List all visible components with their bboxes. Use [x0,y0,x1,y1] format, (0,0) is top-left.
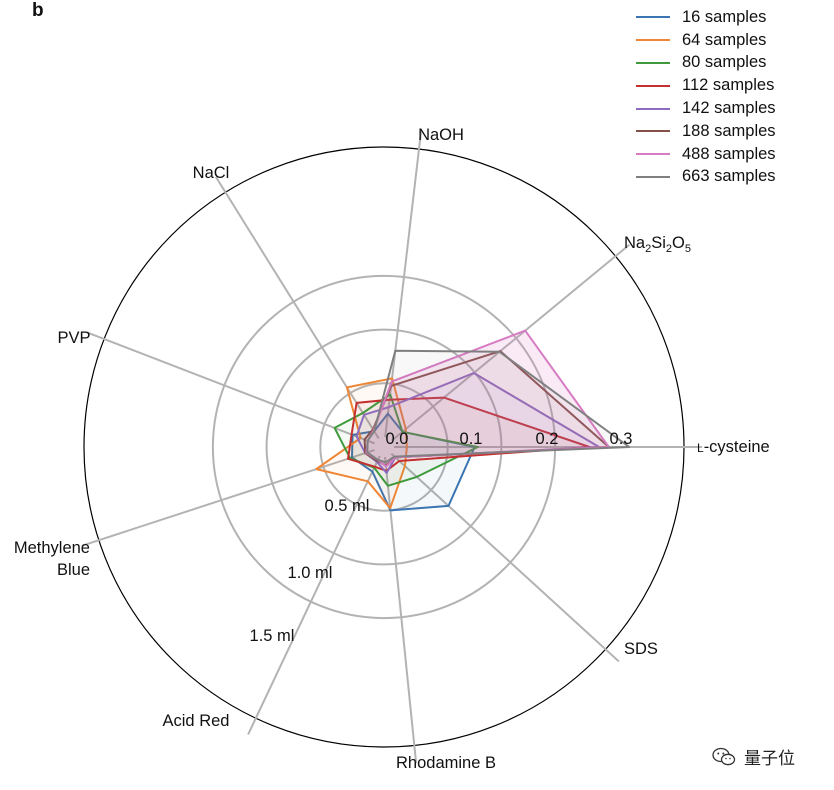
legend-item-2: 80 samples [636,52,776,75]
legend-item-7: 663 samples [636,166,776,189]
scale-tick-3: 0.3 [610,430,633,448]
axis-labels: L-cysteine Na2​Si2​O5​ NaOH NaCl PVP Methylen… [14,126,770,772]
volume-ring-label-2: 1.5 ml [250,627,295,645]
volume-ring-label-1: 1.0 ml [288,564,333,582]
axis-label-7: Rhodamine B [396,754,496,772]
series-polygon-4 [355,372,601,474]
legend-swatch [636,107,670,110]
series-polygon-2 [333,393,479,487]
watermark-text: 量子位 [744,749,795,769]
axis-label-5: Methylene Blue [14,539,90,579]
axis-label-2: NaOH [418,126,464,144]
scale-tick-1: 0.1 [460,430,483,448]
legend-swatch [636,61,670,64]
scale-tick-0: 0.0 [386,430,409,448]
series-polygon-0 [351,412,476,512]
legend-swatch [636,39,670,42]
legend-label: 80 samples [682,53,767,72]
legend-item-4: 142 samples [636,97,776,120]
axis-label-0: L-cysteine [697,438,770,456]
legend-item-3: 112 samples [636,74,776,97]
legend-swatch [636,84,670,87]
legend-item-6: 488 samples [636,143,776,166]
axis-spoke-8 [390,453,620,663]
series-polygon-3 [347,396,591,472]
chart-legend: 16 samples 64 samples 80 samples 112 sample… [636,6,776,188]
axis-label-4: PVP [57,329,90,347]
legend-swatch [636,130,670,133]
axis-spoke-4 [86,331,376,445]
axis-spoke-1 [391,243,631,442]
legend-swatch [636,175,670,178]
legend-label: 663 samples [682,167,776,186]
axis-spoke-5 [81,449,375,547]
panel-label: b [32,0,44,21]
watermark: 量子位 [712,744,795,769]
axis-label-6: Acid Red [163,712,230,730]
axis-label-3: NaCl [193,164,230,182]
legend-swatch [636,16,670,19]
axis-spoke-6 [247,455,381,735]
legend-item-0: 16 samples [636,6,776,29]
axis-label-1: Na2​Si2​O5​ [624,234,691,255]
legend-label: 16 samples [682,7,767,26]
axis-label-8: SDS [624,640,658,658]
volume-ring-label-0: 0.5 ml [325,497,370,515]
legend-item-1: 64 samples [636,29,776,52]
legend-label: 142 samples [682,99,776,118]
legend-label: 188 samples [682,121,776,140]
legend-label: 112 samples [682,76,775,95]
legend-label: 488 samples [682,144,776,163]
legend-swatch [636,153,670,156]
legend-label: 64 samples [682,30,767,49]
wechat-icon [712,747,736,765]
axis-spoke-3 [215,176,380,440]
legend-item-5: 188 samples [636,120,776,143]
radar-series [315,329,631,512]
scale-tick-2: 0.2 [536,430,559,448]
series-polygon-7 [366,349,631,464]
tick-labels: 0.0 0.1 0.2 0.3 0.5 ml 1.0 ml 1.5 ml [250,430,633,645]
